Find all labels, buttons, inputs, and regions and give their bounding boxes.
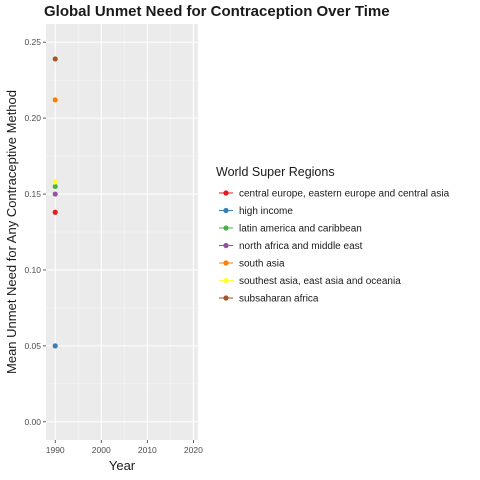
legend-items: central europe, eastern europe and centr… — [219, 189, 450, 305]
legend-item: latin america and caribbean — [219, 224, 362, 235]
legend-key-dot — [223, 277, 229, 284]
legend-item: central europe, eastern europe and centr… — [219, 189, 450, 200]
data-point — [52, 183, 58, 190]
data-point — [52, 343, 58, 349]
legend-item: north africa and middle east — [219, 241, 363, 252]
legend-label: high income — [239, 206, 293, 217]
legend-key-dot — [223, 190, 229, 196]
data-point — [52, 191, 58, 197]
legend-key-dot — [223, 242, 229, 249]
legend-label: central europe, eastern europe and centr… — [239, 189, 450, 200]
data-points — [52, 56, 58, 349]
legend: World Super Regions central europe, east… — [216, 165, 450, 305]
legend-item: high income — [219, 206, 293, 217]
legend-key-dot — [223, 260, 229, 266]
y-tick-label: 0.00 — [24, 417, 41, 427]
data-point — [52, 209, 58, 215]
legend-label: north africa and middle east — [239, 241, 363, 252]
data-point — [52, 179, 58, 185]
legend-item: southest asia, east asia and oceania — [219, 276, 401, 287]
grid-minor — [46, 24, 198, 440]
x-tick-label: 2010 — [138, 445, 157, 455]
legend-key-dot — [223, 295, 229, 301]
x-tick-label: 1990 — [46, 445, 65, 455]
y-axis-ticks: 0.00 0.05 0.10 0.15 0.20 0.25 — [24, 37, 46, 427]
y-tick-label: 0.05 — [24, 341, 41, 351]
y-axis-title: Mean Unmet Need for Any Contraceptive Me… — [4, 90, 19, 374]
legend-item: subsaharan africa — [219, 294, 319, 305]
x-axis-ticks: 1990 2000 2010 2020 — [46, 440, 203, 455]
chart-title: Global Unmet Need for Contraception Over… — [44, 3, 390, 20]
x-tick-label: 2020 — [184, 445, 203, 455]
legend-label: latin america and caribbean — [239, 224, 362, 235]
legend-label: southest asia, east asia and oceania — [239, 276, 401, 287]
y-tick-label: 0.10 — [24, 265, 41, 275]
legend-label: south asia — [239, 259, 285, 270]
data-point — [52, 97, 58, 103]
x-axis-title: Year — [109, 458, 136, 473]
y-tick-label: 0.15 — [24, 189, 41, 199]
legend-title: World Super Regions — [216, 165, 335, 179]
legend-key-dot — [223, 207, 229, 214]
data-point — [52, 56, 58, 62]
y-tick-label: 0.20 — [24, 113, 41, 123]
grid-major — [46, 24, 198, 440]
legend-item: south asia — [219, 259, 285, 270]
y-tick-label: 0.25 — [24, 37, 41, 47]
legend-key-dot — [223, 225, 229, 231]
legend-label: subsaharan africa — [239, 294, 319, 305]
x-tick-label: 2000 — [92, 445, 111, 455]
